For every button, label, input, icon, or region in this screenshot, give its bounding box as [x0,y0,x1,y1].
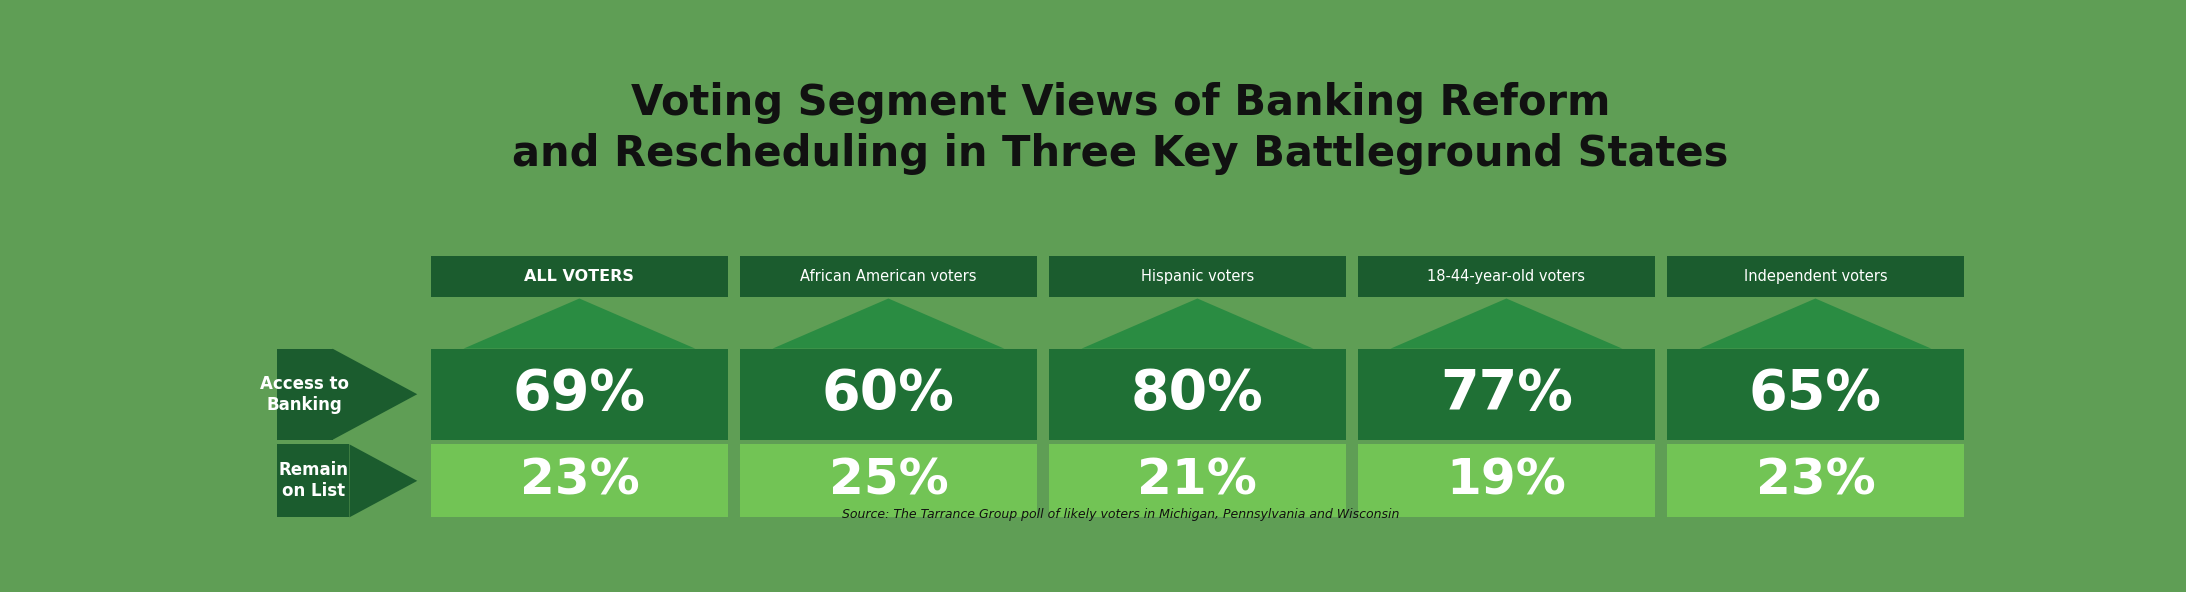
Bar [1049,256,1347,297]
Text: 21%: 21% [1137,457,1257,505]
Text: 80%: 80% [1130,367,1264,422]
Bar [739,445,1036,517]
Bar [1358,256,1655,297]
Text: ALL VOTERS: ALL VOTERS [525,269,634,284]
Text: 60%: 60% [822,367,955,422]
Text: Source: The Tarrance Group poll of likely voters in Michigan, Pennsylvania and W: Source: The Tarrance Group poll of likel… [842,509,1399,522]
Polygon shape [1699,298,1930,349]
Text: 23%: 23% [520,457,638,505]
Text: 19%: 19% [1447,457,1567,505]
Text: Hispanic voters: Hispanic voters [1141,269,1255,284]
Polygon shape [463,298,695,349]
Bar [278,349,332,440]
Text: 65%: 65% [1749,367,1882,422]
Text: Voting Segment Views of Banking Reform
and Rescheduling in Three Key Battlegroun: Voting Segment Views of Banking Reform a… [512,82,1729,175]
Polygon shape [350,445,418,517]
Bar [1668,445,1963,517]
Text: Access to
Banking: Access to Banking [260,375,350,414]
Bar [431,445,728,517]
Polygon shape [1082,298,1314,349]
Bar [739,349,1036,440]
Text: 18-44-year-old voters: 18-44-year-old voters [1427,269,1585,284]
Bar [431,349,728,440]
Bar [1358,349,1655,440]
Bar [1049,445,1347,517]
Polygon shape [772,298,1003,349]
Text: 25%: 25% [828,457,949,505]
Bar [431,256,728,297]
Polygon shape [332,349,418,440]
Bar [1668,256,1963,297]
Bar [278,445,350,517]
Polygon shape [1390,298,1622,349]
Text: Independent voters: Independent voters [1744,269,1887,284]
Bar [1358,445,1655,517]
Bar [1668,349,1963,440]
Text: 23%: 23% [1755,457,1876,505]
Bar [739,256,1036,297]
Bar [1049,349,1347,440]
Text: 77%: 77% [1441,367,1574,422]
Text: 69%: 69% [514,367,645,422]
Text: African American voters: African American voters [800,269,977,284]
Text: Remain
on List: Remain on List [278,461,348,500]
